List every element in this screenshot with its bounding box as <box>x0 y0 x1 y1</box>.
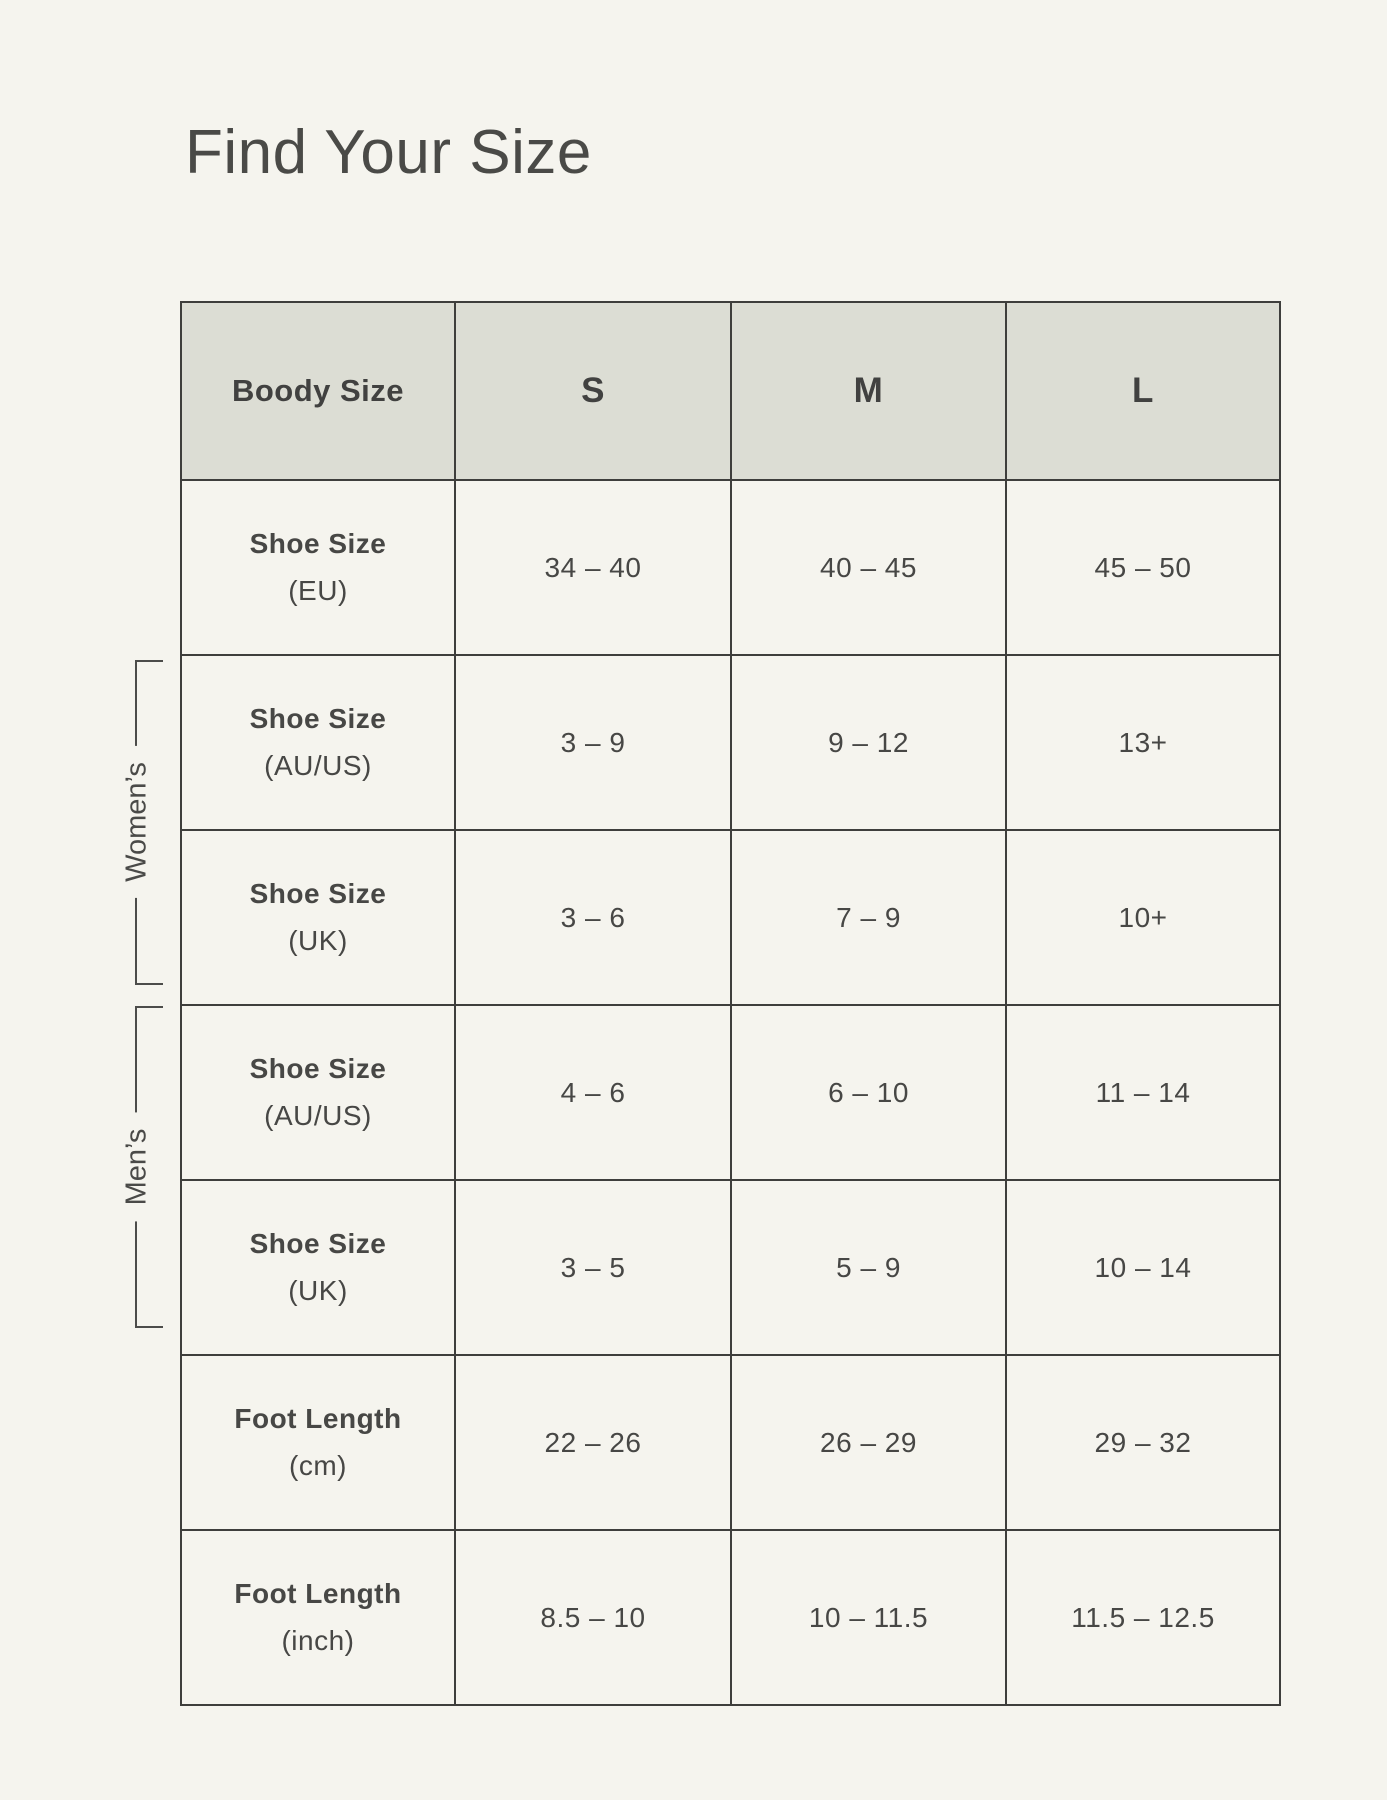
value-cell: 10 – 11.5 <box>730 1529 1007 1706</box>
value-cell: 8.5 – 10 <box>454 1529 732 1706</box>
row-sublabel: (AU/US) <box>264 750 372 781</box>
value-cell: 11.5 – 12.5 <box>1005 1529 1281 1706</box>
row-header-cell: Shoe Size (AU/US) <box>180 1004 456 1181</box>
table-row-foot-length-inch: Foot Length (inch) 8.5 – 10 10 – 11.5 11… <box>180 1529 1281 1706</box>
header-cell-size-l: L <box>1005 301 1281 481</box>
table-row-womens-shoe-size-auus: Shoe Size (AU/US) 3 – 9 9 – 12 13+ <box>180 654 1281 831</box>
row-label: Shoe Size <box>249 1053 387 1084</box>
row-label: Shoe Size <box>249 703 387 734</box>
row-header-cell: Shoe Size (EU) <box>180 479 456 656</box>
value-cell: 11 – 14 <box>1005 1004 1281 1181</box>
row-sublabel: (inch) <box>281 1625 355 1656</box>
value-cell: 3 – 6 <box>454 829 732 1006</box>
row-sublabel: (UK) <box>288 1275 348 1306</box>
header-cell-boody-size: Boody Size <box>180 301 456 481</box>
row-label: Foot Length <box>234 1578 402 1609</box>
size-table: Boody Size S M L Shoe Size (EU) 34 – 40 … <box>180 301 1281 1706</box>
value-cell: 40 – 45 <box>730 479 1007 656</box>
header-row: Boody Size S M L <box>180 301 1281 481</box>
page-title: Find Your Size <box>185 118 592 187</box>
mens-group-label: Men’s <box>120 1112 154 1222</box>
table-row-mens-shoe-size-auus: Shoe Size (AU/US) 4 – 6 6 – 10 11 – 14 <box>180 1004 1281 1181</box>
value-cell: 26 – 29 <box>730 1354 1007 1531</box>
row-label: Shoe Size <box>249 528 387 559</box>
row-label: Shoe Size <box>249 1228 387 1259</box>
value-cell: 10+ <box>1005 829 1281 1006</box>
value-cell: 13+ <box>1005 654 1281 831</box>
header-cell-size-s: S <box>454 301 732 481</box>
table-row-foot-length-cm: Foot Length (cm) 22 – 26 26 – 29 29 – 32 <box>180 1354 1281 1531</box>
row-label: Shoe Size <box>249 878 387 909</box>
value-cell: 29 – 32 <box>1005 1354 1281 1531</box>
value-cell: 7 – 9 <box>730 829 1007 1006</box>
womens-group-label: Women’s <box>120 746 154 898</box>
row-header-cell: Foot Length (inch) <box>180 1529 456 1706</box>
row-sublabel: (AU/US) <box>264 1100 372 1131</box>
value-cell: 3 – 5 <box>454 1179 732 1356</box>
row-sublabel: (cm) <box>289 1450 347 1481</box>
row-header-cell: Shoe Size (AU/US) <box>180 654 456 831</box>
table-row-womens-shoe-size-uk: Shoe Size (UK) 3 – 6 7 – 9 10+ <box>180 829 1281 1006</box>
row-header-cell: Foot Length (cm) <box>180 1354 456 1531</box>
value-cell: 3 – 9 <box>454 654 732 831</box>
value-cell: 9 – 12 <box>730 654 1007 831</box>
value-cell: 6 – 10 <box>730 1004 1007 1181</box>
value-cell: 45 – 50 <box>1005 479 1281 656</box>
row-header-cell: Shoe Size (UK) <box>180 1179 456 1356</box>
value-cell: 10 – 14 <box>1005 1179 1281 1356</box>
table-row-mens-shoe-size-uk: Shoe Size (UK) 3 – 5 5 – 9 10 – 14 <box>180 1179 1281 1356</box>
row-sublabel: (UK) <box>288 925 348 956</box>
row-sublabel: (EU) <box>288 575 348 606</box>
row-label: Foot Length <box>234 1403 402 1434</box>
value-cell: 4 – 6 <box>454 1004 732 1181</box>
value-cell: 5 – 9 <box>730 1179 1007 1356</box>
value-cell: 22 – 26 <box>454 1354 732 1531</box>
row-header-cell: Shoe Size (UK) <box>180 829 456 1006</box>
value-cell: 34 – 40 <box>454 479 732 656</box>
table-row-shoe-size-eu: Shoe Size (EU) 34 – 40 40 – 45 45 – 50 <box>180 479 1281 656</box>
header-cell-size-m: M <box>730 301 1007 481</box>
